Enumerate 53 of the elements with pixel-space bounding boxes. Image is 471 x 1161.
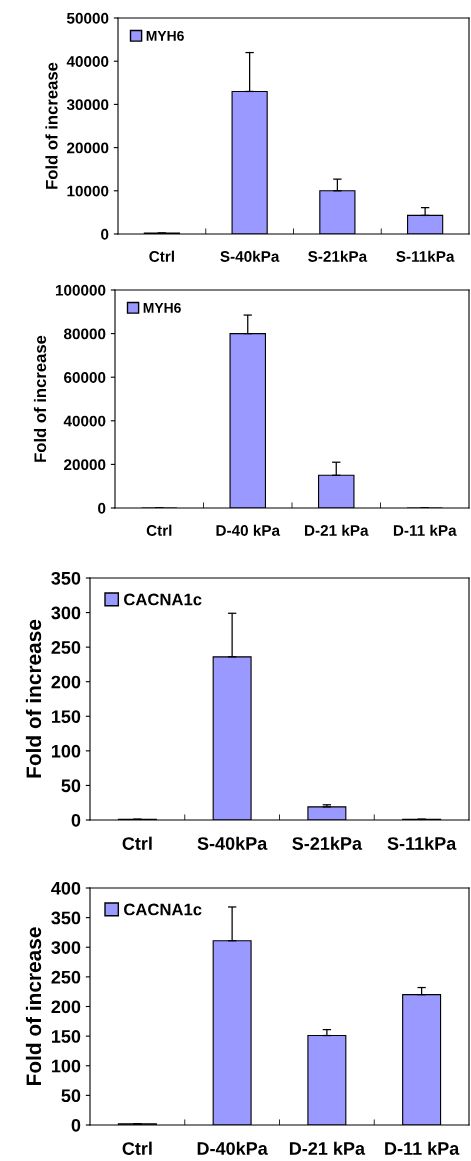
y-tick-label: 0: [101, 228, 109, 240]
y-tick-label: 10000: [67, 185, 109, 197]
y-tick-label: 100000: [55, 284, 106, 296]
x-tick-label: S-11kPa: [387, 836, 457, 850]
y-tick-label: 30000: [66, 99, 109, 111]
y-tick-label: 0: [71, 813, 81, 827]
y-axis-title: Fold of increase: [33, 335, 47, 462]
y-tick-label: 50: [61, 1089, 81, 1103]
y-tick-label: 80000: [63, 328, 106, 340]
y-tick-label: 20000: [64, 459, 106, 471]
x-tick-label: S-40kPa: [220, 250, 280, 262]
x-tick-label: D-40 kPa: [216, 524, 281, 536]
x-tick-label: Ctrl: [149, 250, 174, 262]
y-axis-title: Fold of increase: [25, 927, 42, 1085]
x-tick-label: S-11kPa: [396, 250, 455, 262]
y-tick-label: 50: [61, 779, 81, 793]
y-tick-label: 350: [51, 571, 81, 585]
x-tick-label: Ctrl: [122, 836, 152, 850]
y-tick-label: 150: [51, 710, 81, 724]
y-tick-label: 200: [51, 675, 81, 689]
y-tick-label: 250: [51, 970, 81, 984]
y-axis-title: Fold of increase: [25, 619, 42, 778]
x-tick-label: D-40kPa: [197, 1141, 268, 1155]
y-tick-label: 40000: [63, 415, 106, 427]
x-tick-label: D-11 kPa: [385, 1141, 460, 1155]
legend-label: CACNA1c: [124, 593, 202, 606]
y-tick-label: 50000: [66, 12, 109, 24]
y-tick-label: 20000: [67, 142, 109, 154]
y-axis-title: Fold of increase: [45, 62, 58, 189]
y-tick-label: 350: [51, 911, 81, 925]
legend-label: MYH6: [143, 302, 181, 313]
y-tick-label: 150: [51, 1030, 81, 1043]
y-tick-label: 300: [51, 941, 81, 954]
x-tick-label: D-11 kPa: [393, 524, 457, 536]
y-tick-label: 250: [51, 641, 81, 654]
y-tick-label: 100: [51, 744, 81, 758]
x-tick-label: S-21kPa: [308, 250, 368, 262]
y-tick-label: 60000: [64, 372, 106, 383]
y-tick-label: 300: [51, 606, 81, 620]
x-tick-label: S-40kPa: [197, 836, 268, 850]
x-tick-label: Ctrl: [122, 1141, 152, 1155]
legend-label: MYH6: [146, 30, 184, 41]
x-tick-label: S-21kPa: [292, 836, 363, 850]
y-tick-label: 0: [98, 502, 106, 514]
y-tick-label: 0: [71, 1118, 81, 1132]
y-tick-label: 200: [51, 1000, 81, 1014]
y-tick-label: 40000: [66, 56, 109, 67]
legend-label: CACNA1c: [124, 903, 202, 916]
y-tick-label: 400: [51, 881, 81, 895]
x-tick-label: D-21 kPa: [305, 524, 369, 536]
x-tick-label: Ctrl: [146, 524, 172, 536]
x-tick-label: D-21 kPa: [289, 1141, 366, 1155]
y-tick-label: 100: [51, 1059, 81, 1073]
